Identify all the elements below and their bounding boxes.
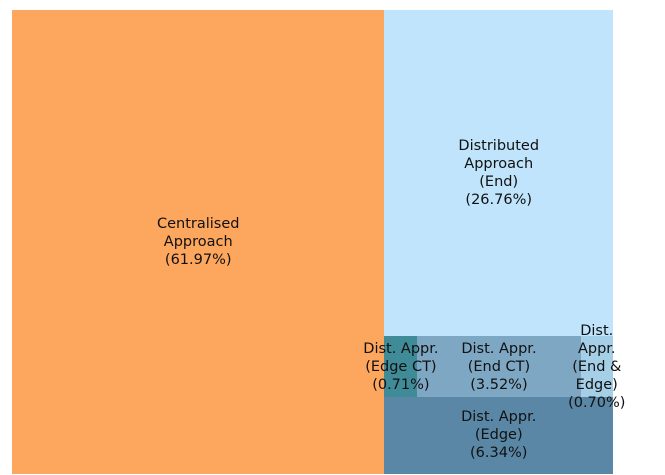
- value-label: (26.76%): [465, 192, 533, 209]
- treemap-cell: [384, 10, 613, 337]
- value-label: (0.70%): [568, 394, 626, 411]
- cell-label: Centralised Approach (61.97%): [157, 215, 240, 269]
- treemap-cell: [384, 396, 613, 474]
- value-label: (0.71%): [372, 376, 430, 393]
- value-label: (61.97%): [164, 252, 232, 268]
- value-label: (3.52%): [470, 376, 528, 393]
- category-label: Dist. Appr. (End & Edge): [572, 322, 622, 393]
- category-label: Distributed Approach (End): [458, 138, 540, 191]
- category-label: Dist. Appr. (End CT): [461, 340, 537, 375]
- category-label: Dist. Appr. (Edge CT): [363, 340, 439, 375]
- treemap-cell: [580, 336, 613, 397]
- value-label: (6.34%): [470, 445, 528, 462]
- cell-label: Dist. Appr. (Edge CT) (0.71%): [363, 340, 438, 394]
- category-label: Dist. Appr. (Edge): [461, 409, 537, 444]
- cell-label: Dist. Appr. (End CT) (3.52%): [461, 340, 536, 394]
- cell-label: Dist. Appr. (End & Edge) (0.70%): [563, 322, 631, 412]
- category-label: Centralised Approach: [156, 216, 240, 250]
- cell-label: Dist. Appr. (Edge) (6.34%): [461, 408, 536, 462]
- treemap-cell: [12, 10, 385, 474]
- cell-label: Distributed Approach (End) (26.76%): [458, 137, 539, 209]
- treemap-cell: [384, 336, 418, 397]
- treemap-cell: [417, 336, 581, 397]
